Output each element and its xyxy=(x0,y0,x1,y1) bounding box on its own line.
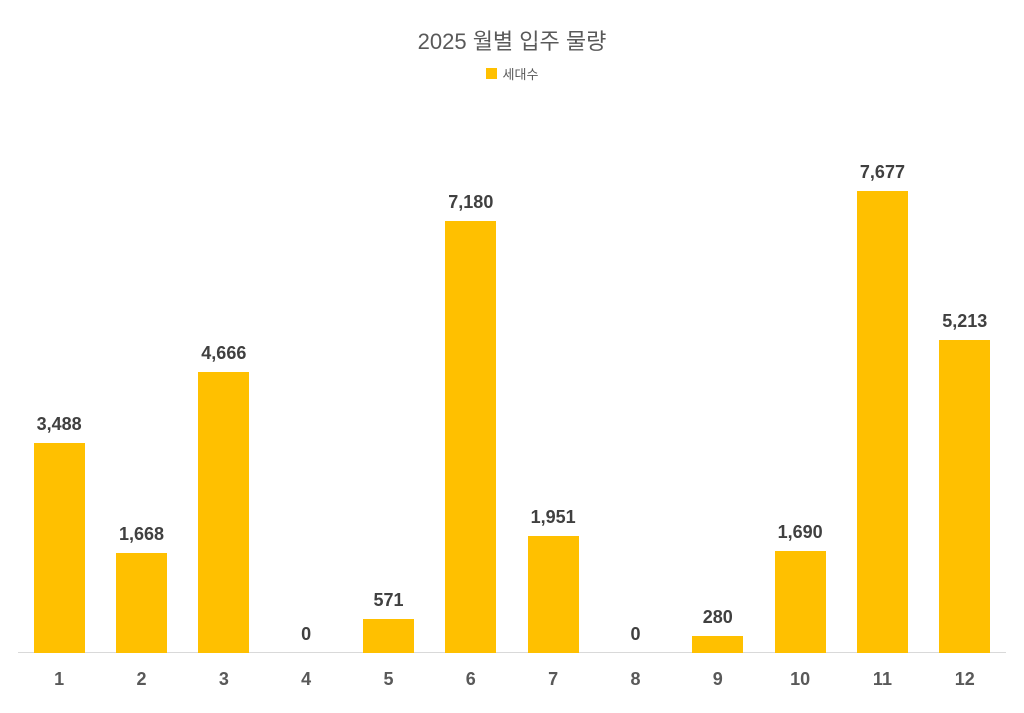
bar-slot: 571 xyxy=(347,160,429,653)
chart-title: 2025 월별 입주 물량 xyxy=(0,24,1024,56)
bar-slot: 3,488 xyxy=(18,160,100,653)
bar xyxy=(528,536,579,653)
bar xyxy=(116,553,167,653)
legend-label: 세대수 xyxy=(503,64,539,83)
bar-slot: 0 xyxy=(265,160,347,653)
bar-value-label: 1,690 xyxy=(759,522,841,543)
bar xyxy=(34,443,85,653)
bar-value-label: 7,677 xyxy=(841,162,923,183)
bar-value-label: 0 xyxy=(594,624,676,645)
bar-slot: 1,690 xyxy=(759,160,841,653)
bar-value-label: 1,668 xyxy=(100,524,182,545)
bar xyxy=(445,221,496,653)
x-axis: 123456789101112 xyxy=(18,653,1006,713)
bar-slot: 4,666 xyxy=(183,160,265,653)
legend: 세대수 xyxy=(0,64,1024,83)
bar xyxy=(939,340,990,653)
x-tick: 9 xyxy=(677,653,759,713)
bar-value-label: 3,488 xyxy=(18,414,100,435)
x-tick: 12 xyxy=(924,653,1006,713)
x-tick: 11 xyxy=(841,653,923,713)
x-tick: 3 xyxy=(183,653,265,713)
x-tick: 4 xyxy=(265,653,347,713)
x-tick: 7 xyxy=(512,653,594,713)
x-tick: 5 xyxy=(347,653,429,713)
x-tick: 1 xyxy=(18,653,100,713)
x-tick: 10 xyxy=(759,653,841,713)
bar-value-label: 0 xyxy=(265,624,347,645)
bars-group: 3,4881,6684,66605717,1801,95102801,6907,… xyxy=(18,160,1006,653)
bar-value-label: 280 xyxy=(677,607,759,628)
legend-swatch xyxy=(486,68,497,79)
bar-slot: 0 xyxy=(594,160,676,653)
plot-area: 3,4881,6684,66605717,1801,95102801,6907,… xyxy=(18,160,1006,653)
bar xyxy=(198,372,249,653)
bar-slot: 280 xyxy=(677,160,759,653)
chart-container: 2025 월별 입주 물량 세대수 3,4881,6684,66605717,1… xyxy=(0,0,1024,713)
bar-slot: 7,180 xyxy=(430,160,512,653)
bar-slot: 5,213 xyxy=(924,160,1006,653)
bar-value-label: 7,180 xyxy=(430,192,512,213)
bar-value-label: 1,951 xyxy=(512,507,594,528)
x-tick: 6 xyxy=(430,653,512,713)
bar xyxy=(363,619,414,653)
x-tick: 8 xyxy=(594,653,676,713)
bar-slot: 1,668 xyxy=(100,160,182,653)
x-tick: 2 xyxy=(100,653,182,713)
bar xyxy=(775,551,826,653)
bar-value-label: 4,666 xyxy=(183,343,265,364)
bar-value-label: 5,213 xyxy=(924,311,1006,332)
bar xyxy=(857,191,908,653)
bar-value-label: 571 xyxy=(347,590,429,611)
bar-slot: 7,677 xyxy=(841,160,923,653)
bar xyxy=(692,636,743,653)
bar-slot: 1,951 xyxy=(512,160,594,653)
